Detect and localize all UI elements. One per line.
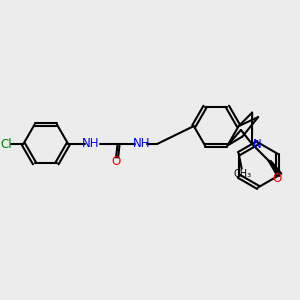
Text: O: O: [111, 155, 121, 169]
Text: O: O: [272, 172, 281, 185]
Text: N: N: [253, 137, 262, 151]
Text: NH: NH: [133, 136, 150, 150]
Text: Cl: Cl: [1, 137, 12, 151]
Text: CH₃: CH₃: [233, 169, 251, 179]
Text: NH: NH: [82, 136, 99, 150]
